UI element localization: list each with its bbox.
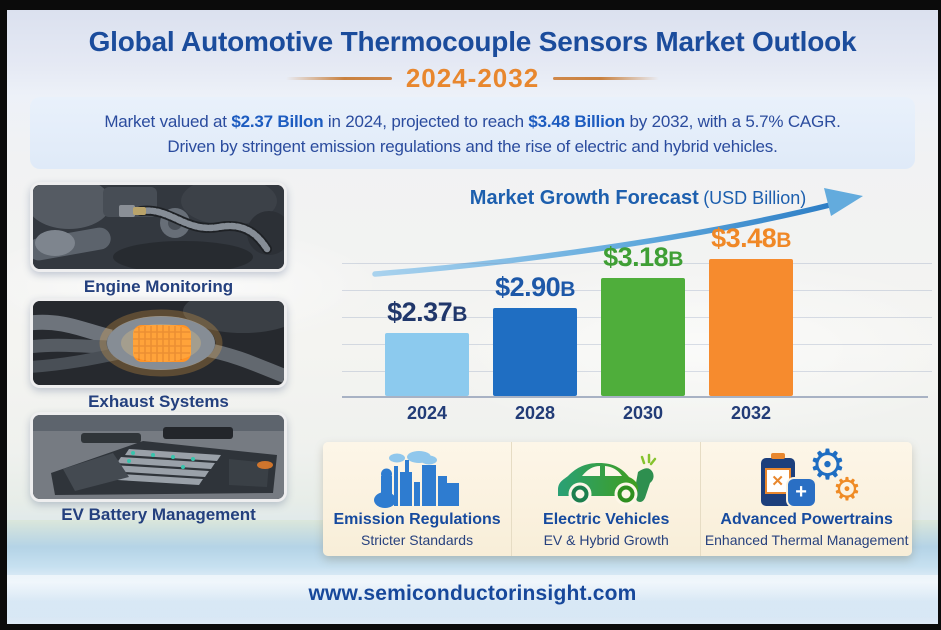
- market-drivers-strip: Emission Regulations Stricter Standards: [323, 442, 912, 556]
- x-tick-2032: 2032: [730, 403, 772, 423]
- bar-2030: $3.18B: [601, 242, 685, 396]
- catalytic-converter-photo: [30, 298, 287, 388]
- chart-unit-label: (USD Billion): [703, 188, 807, 208]
- battery-status-window: ✕: [764, 468, 791, 494]
- x-tick-2030: 2030: [622, 403, 664, 423]
- chart-baseline: [342, 396, 928, 398]
- summary-value-2024: $2.37 Billon: [231, 112, 324, 131]
- infographic-canvas: Global Automotive Thermocouple Sensors M…: [7, 10, 938, 624]
- bar-2024: $2.37B: [385, 297, 469, 396]
- bar-2032: $3.48B: [709, 223, 793, 396]
- period-row: 2024-2032: [7, 63, 938, 94]
- bar-value-label-2032: $3.48B: [711, 223, 791, 253]
- plus-icon: +: [787, 479, 815, 506]
- photo-label-ev-battery-management: EV Battery Management: [61, 505, 256, 524]
- ev-battery-pack-photo: [30, 412, 287, 502]
- summary-text: in 2024, projected to reach: [323, 112, 529, 131]
- photo-label-engine-monitoring: Engine Monitoring: [83, 277, 234, 296]
- summary-line-2: Driven by stringent emission regulations…: [167, 137, 778, 156]
- market-summary: Market valued at $2.37 Billon in 2024, p…: [30, 97, 915, 169]
- gear-icon-blue: ⚙: [808, 440, 847, 489]
- summary-text: by 2032, with a 5.7% CAGR.: [624, 112, 841, 131]
- period-label: 2024-2032: [405, 63, 540, 93]
- decorative-line-right: [553, 77, 660, 80]
- bar-value-label-2028: $2.90B: [495, 272, 575, 302]
- market-growth-chart: Market Growth Forecast (USD Billion) $2.…: [340, 185, 936, 435]
- gear-icon-orange: ⚙: [832, 470, 862, 508]
- battery-gears-icon: ✕ + ⚙ ⚙: [751, 444, 863, 510]
- bar-value-label-2030: $3.18B: [603, 242, 683, 272]
- card-title: Electric Vehicles: [543, 511, 670, 528]
- chart-gridline: [342, 263, 932, 264]
- bar-rect-2032: [709, 259, 793, 396]
- card-title: Advanced Powertrains: [720, 511, 893, 528]
- page-title: Global Automotive Thermocouple Sensors M…: [88, 26, 857, 57]
- decorative-line-left: [285, 77, 392, 80]
- card-title: Emission Regulations: [333, 511, 501, 528]
- bar-2028: $2.90B: [493, 272, 577, 396]
- card-electric-vehicles: Electric Vehicles EV & Hybrid Growth: [511, 442, 700, 556]
- card-advanced-powertrains: ✕ + ⚙ ⚙ Advanced Powertrains Enhanced Th…: [700, 442, 912, 556]
- x-tick-2024: 2024: [406, 403, 448, 423]
- bar-value-label-2024: $2.37B: [387, 297, 467, 327]
- summary-line-1: Market valued at $2.37 Billon in 2024, p…: [30, 109, 915, 134]
- card-subtitle: Stricter Standards: [361, 532, 474, 548]
- chart-title-text: Market Growth Forecast: [469, 187, 699, 209]
- summary-value-2032: $3.48 Billion: [528, 112, 625, 131]
- footer-band: [7, 575, 938, 617]
- x-tick-2028: 2028: [514, 403, 556, 423]
- battery-terminal: [770, 453, 785, 459]
- chart-title: Market Growth Forecast (USD Billion): [340, 187, 936, 210]
- summary-text: Market valued at: [104, 112, 232, 131]
- city-skyline-icon: [373, 448, 461, 510]
- spark-glyph: ✕: [771, 473, 784, 490]
- bar-rect-2028: [493, 308, 577, 396]
- bar-rect-2024: [385, 333, 469, 396]
- card-subtitle: Enhanced Thermal Management: [704, 532, 909, 548]
- engine-thermocouple-photo: [30, 182, 287, 272]
- photo-label-exhaust-systems: Exhaust Systems: [88, 392, 229, 411]
- trend-arrow-icon: [372, 188, 863, 277]
- bar-rect-2030: [601, 278, 685, 396]
- card-emission-regulations: Emission Regulations Stricter Standards: [323, 442, 511, 556]
- website-link[interactable]: www.semiconductorinsight.com: [308, 582, 637, 605]
- electric-car-icon: [554, 448, 658, 510]
- card-subtitle: EV & Hybrid Growth: [543, 532, 669, 548]
